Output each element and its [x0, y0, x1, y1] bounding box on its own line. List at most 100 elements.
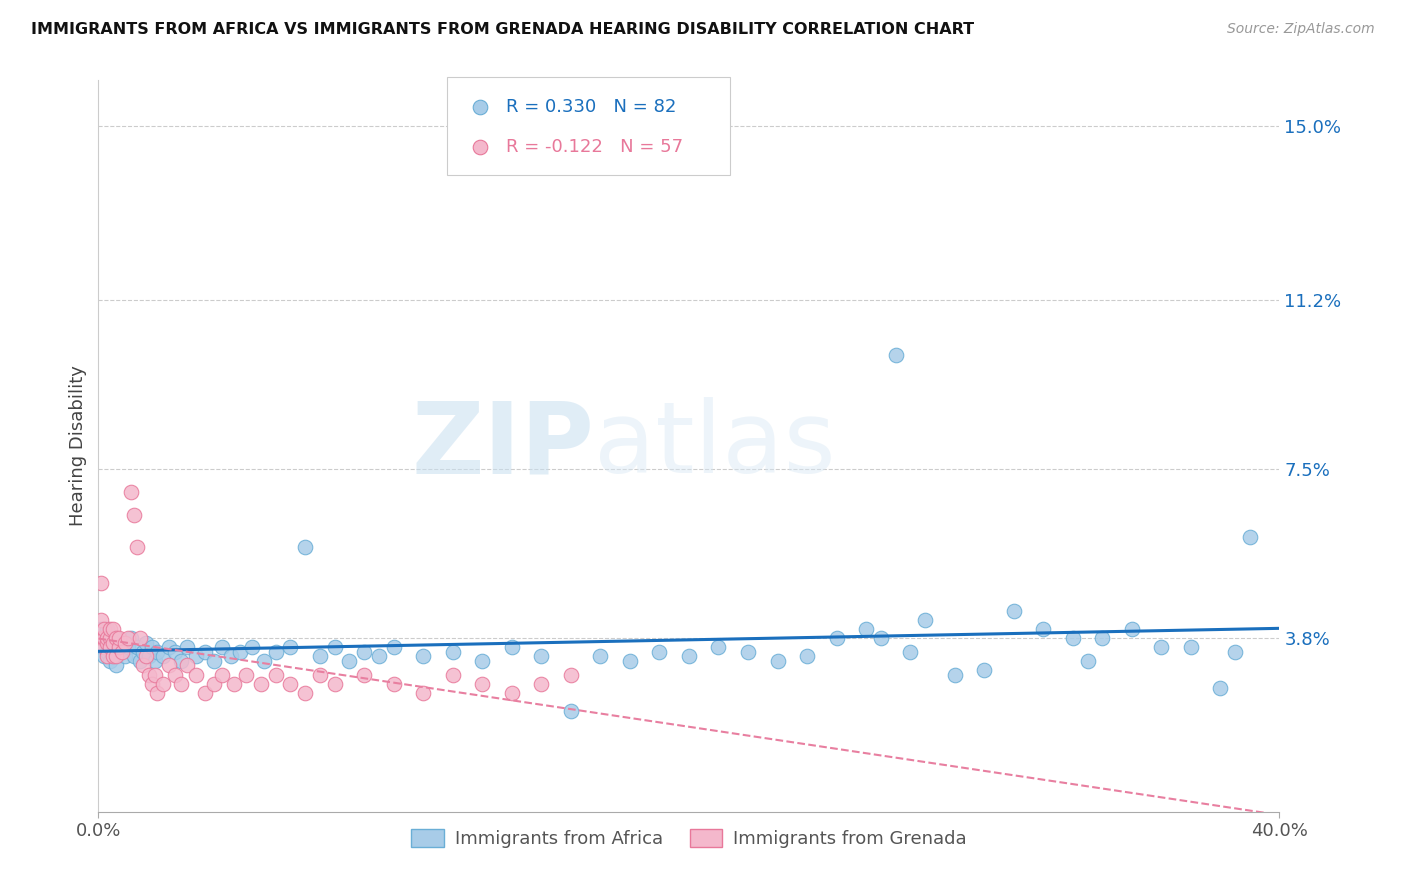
- FancyBboxPatch shape: [447, 77, 730, 176]
- Point: [93, 631, 115, 645]
- Point: [141, 640, 163, 655]
- Text: R = 0.330   N = 82: R = 0.330 N = 82: [506, 98, 676, 117]
- Point: [589, 649, 612, 664]
- Point: [1180, 640, 1202, 655]
- Point: [138, 667, 160, 681]
- Point: [114, 635, 136, 649]
- Point: [117, 640, 139, 655]
- Point: [250, 676, 273, 690]
- Point: [120, 484, 142, 499]
- Point: [146, 686, 169, 700]
- Point: [170, 676, 193, 690]
- Point: [441, 645, 464, 659]
- Point: [368, 649, 391, 664]
- Point: [323, 676, 346, 690]
- Point: [103, 622, 125, 636]
- Point: [108, 645, 131, 659]
- Point: [501, 640, 523, 655]
- Point: [560, 667, 582, 681]
- Point: [294, 540, 316, 554]
- Point: [117, 631, 139, 645]
- Point: [103, 635, 125, 649]
- Legend: Immigrants from Africa, Immigrants from Grenada: Immigrants from Africa, Immigrants from …: [404, 822, 974, 855]
- Point: [98, 622, 121, 636]
- Text: R = -0.122   N = 57: R = -0.122 N = 57: [506, 138, 683, 156]
- Point: [103, 635, 125, 649]
- Point: [176, 640, 198, 655]
- Point: [560, 704, 582, 718]
- Point: [235, 667, 257, 681]
- Point: [280, 640, 302, 655]
- Point: [132, 645, 155, 659]
- Point: [211, 640, 233, 655]
- Point: [914, 613, 936, 627]
- Point: [264, 645, 287, 659]
- Point: [194, 686, 217, 700]
- Point: [114, 649, 136, 664]
- Point: [382, 676, 405, 690]
- Point: [98, 631, 121, 645]
- Point: [973, 663, 995, 677]
- Point: [648, 645, 671, 659]
- Point: [103, 649, 125, 664]
- Point: [1062, 631, 1084, 645]
- Point: [202, 676, 225, 690]
- Point: [530, 649, 553, 664]
- Point: [125, 540, 148, 554]
- Point: [194, 645, 217, 659]
- Point: [157, 640, 180, 655]
- Point: [870, 631, 893, 645]
- Point: [90, 613, 112, 627]
- Point: [152, 649, 174, 664]
- Point: [240, 640, 263, 655]
- Point: [105, 649, 128, 664]
- Point: [96, 635, 118, 649]
- Point: [382, 640, 405, 655]
- Point: [224, 676, 246, 690]
- Point: [108, 631, 131, 645]
- Point: [98, 654, 121, 668]
- Point: [309, 649, 332, 664]
- Point: [1032, 622, 1054, 636]
- Point: [211, 667, 233, 681]
- Point: [184, 667, 207, 681]
- Point: [105, 658, 128, 673]
- Text: IMMIGRANTS FROM AFRICA VS IMMIGRANTS FROM GRENADA HEARING DISABILITY CORRELATION: IMMIGRANTS FROM AFRICA VS IMMIGRANTS FRO…: [31, 22, 974, 37]
- Point: [135, 635, 157, 649]
- Point: [221, 649, 243, 664]
- Point: [90, 635, 112, 649]
- Point: [530, 676, 553, 690]
- Point: [471, 676, 494, 690]
- Point: [1225, 645, 1247, 659]
- Point: [135, 649, 157, 664]
- Point: [1209, 681, 1232, 696]
- Point: [1077, 654, 1099, 668]
- Point: [143, 667, 166, 681]
- Point: [125, 640, 148, 655]
- Point: [323, 640, 346, 655]
- Point: [96, 622, 118, 636]
- Point: [128, 631, 150, 645]
- Point: [122, 649, 145, 664]
- Y-axis label: Hearing Disability: Hearing Disability: [69, 366, 87, 526]
- Point: [353, 645, 375, 659]
- Point: [132, 658, 155, 673]
- Point: [90, 576, 112, 591]
- Point: [280, 676, 302, 690]
- Point: [98, 640, 121, 655]
- Point: [176, 658, 198, 673]
- Point: [900, 645, 922, 659]
- Point: [138, 649, 160, 664]
- Text: ZIP: ZIP: [412, 398, 595, 494]
- Point: [105, 631, 128, 645]
- Point: [737, 645, 759, 659]
- Point: [184, 649, 207, 664]
- Point: [157, 658, 180, 673]
- Point: [1091, 631, 1114, 645]
- Point: [796, 649, 818, 664]
- Point: [943, 667, 966, 681]
- Point: [96, 631, 118, 645]
- Point: [111, 645, 134, 659]
- Point: [471, 654, 494, 668]
- Point: [501, 686, 523, 700]
